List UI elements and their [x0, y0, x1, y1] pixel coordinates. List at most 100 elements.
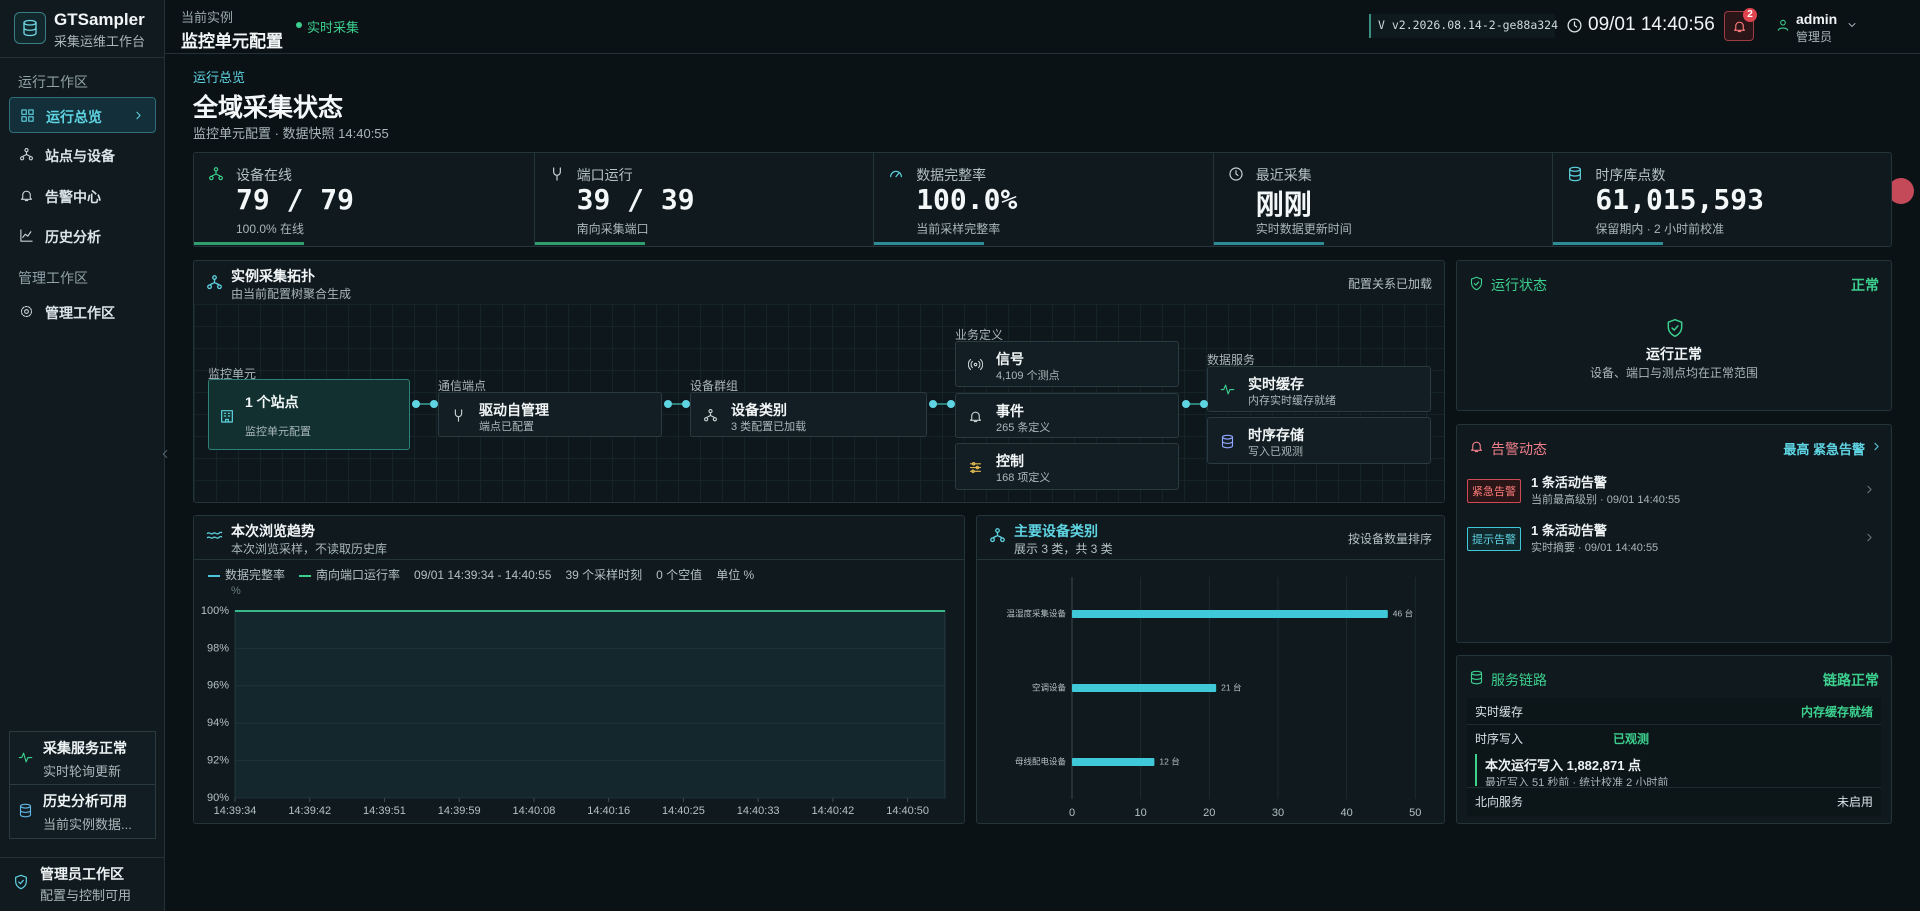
- node-sub: 端点已配置: [479, 421, 534, 433]
- panel-divider: [194, 559, 964, 560]
- legend-swatch: [299, 574, 312, 577]
- series-area: [235, 611, 945, 798]
- icon: [454, 408, 463, 422]
- status-title: 历史分析可用: [43, 793, 127, 809]
- topology-panel: 实例采集拓扑 由当前配置树聚合生成 配置关系已加载 监控单元 1 个站点 监控单元配置 通信…: [193, 260, 1445, 503]
- clock-time: 09/01 14:40:56: [1588, 14, 1715, 35]
- connector-line: [933, 403, 951, 405]
- service-name: 北向服务: [1475, 795, 1524, 809]
- x-tick-label: 14:40:16: [587, 805, 630, 817]
- service-name: 时序写入: [1475, 732, 1524, 746]
- x-tick-label: 14:39:42: [288, 805, 331, 817]
- x-tick-label: 14:40:08: [513, 805, 556, 817]
- nav-item[interactable]: 告警中心: [9, 178, 156, 214]
- brand-sub: 采集运维工作台: [54, 34, 146, 49]
- node-title: 实时缓存: [1248, 376, 1304, 392]
- bar: [1072, 610, 1388, 618]
- node-sub: 监控单元配置: [245, 426, 311, 438]
- x-tick-label: 14:39:51: [363, 805, 406, 817]
- node-sub: 内存实时缓存就绪: [1248, 395, 1336, 407]
- kpi-card: 数据完整率 100.0% 当前采样完整率: [873, 153, 1213, 246]
- nav-section-title: 管理工作区: [18, 270, 88, 286]
- trend-panel: 本次浏览趋势 本次浏览采样，不读取历史库 数据完整率 南向端口运行率 09/01 14:…: [193, 515, 965, 824]
- alert-tag: 提示告警: [1467, 527, 1521, 551]
- icon: [23, 19, 37, 37]
- node-title: 控制: [996, 453, 1024, 469]
- x-tick-label: 14:39:59: [438, 805, 481, 817]
- alert-sub: 当前最高级别 · 09/01 14:40:55: [1531, 494, 1681, 506]
- connector-dot: [1182, 400, 1190, 408]
- kpi-card: 设备在线 79 / 79 100.0% 在线: [194, 153, 534, 246]
- page-title: 全域采集状态: [193, 94, 344, 122]
- kpi-sub: 实时数据更新时间: [1255, 222, 1352, 236]
- icon: [1220, 384, 1235, 395]
- legend-swatch: [208, 574, 220, 577]
- footer-title: 管理员工作区: [40, 866, 124, 882]
- status-card: 历史分析可用 当前实例数据...: [9, 785, 156, 839]
- node-sub: 3 类配置已加载: [731, 421, 807, 433]
- service-value: 未启用: [1836, 795, 1873, 809]
- kpi-value: 61,015,593: [1595, 183, 1764, 216]
- topology-column-label: 数据服务: [1207, 353, 1256, 367]
- live-status: 实时采集: [307, 20, 360, 35]
- x-tick-label: 14:40:33: [737, 805, 780, 817]
- topology-column-label: 通信端点: [438, 379, 487, 393]
- user-menu[interactable]: admin 管理员: [1772, 10, 1864, 44]
- bar: [1072, 684, 1217, 692]
- kpi-accent: [1553, 242, 1664, 245]
- write-sub: 最近写入 51 秒前 · 统计校准 2 小时前: [1485, 777, 1669, 786]
- header-divider: [165, 53, 1920, 54]
- alert-item[interactable]: 提示告警 1 条活动告警 实时摘要 · 09/01 14:40:55: [1463, 517, 1885, 561]
- status-title: 采集服务正常: [43, 740, 127, 756]
- alert-title: 1 条活动告警: [1531, 523, 1607, 538]
- topology-node: 设备类别 3 类配置已加载: [690, 392, 927, 437]
- user-name: admin: [1796, 11, 1838, 27]
- alert-item[interactable]: 紧急告警 1 条活动告警 当前最高级别 · 09/01 14:40:55: [1463, 469, 1885, 513]
- node-title: 设备类别: [731, 402, 787, 418]
- panel-title: 服务链路: [1491, 672, 1547, 688]
- sidebar: GTSampler 采集运维工作台 运行工作区 运行总览 站点与设备 告警中心 历史分析 管理…: [0, 0, 165, 911]
- icon: [1567, 18, 1582, 33]
- topology-node: 控制 168 项定义: [955, 443, 1179, 490]
- service-name: 实时缓存: [1475, 705, 1524, 719]
- node-sub: 写入已观测: [1248, 446, 1303, 458]
- x-tick-label: 14:40:42: [811, 805, 854, 817]
- bar: [1072, 758, 1155, 766]
- kpi-sub: 保留期内 · 2 小时前校准: [1595, 222, 1725, 236]
- icon: [207, 275, 222, 290]
- connector-dot: [664, 400, 672, 408]
- kpi-accent: [874, 242, 985, 245]
- kpi-value: 79 / 79: [236, 183, 355, 216]
- icon: [19, 803, 32, 818]
- nav-item[interactable]: 历史分析: [9, 218, 156, 254]
- node-sub: 168 项定义: [996, 472, 1051, 484]
- chart-meta: 39 个采样时刻: [565, 568, 643, 582]
- topology-node: 信号 4,109 个测点: [955, 341, 1179, 387]
- icon: [206, 531, 223, 539]
- icon: [20, 148, 33, 161]
- y-tick-label: 90%: [207, 792, 229, 804]
- chart-meta: 0 个空值: [656, 568, 703, 582]
- y-tick-label: 母线配电设备: [1015, 756, 1067, 766]
- panel-sub: 本次浏览采样，不读取历史库: [231, 542, 388, 556]
- footer-divider: [0, 857, 165, 858]
- translate-button[interactable]: [1888, 178, 1914, 204]
- status-detail: 设备、端口与测点均在正常范围: [1589, 366, 1758, 380]
- chart: % 90% 92% 94% 96% 98% 100% 14:39:34 14:39:42 14:3…: [201, 585, 946, 817]
- nav-label: 告警中心: [45, 189, 101, 205]
- connector-dot: [1200, 400, 1208, 408]
- service-value: 已观测: [1613, 732, 1650, 746]
- kpi-strip: 设备在线 79 / 79 100.0% 在线 端口运行 39 / 39 南向采集端口 数据完…: [193, 152, 1892, 247]
- nav-item[interactable]: 站点与设备: [9, 137, 156, 173]
- topology-node: 事件 265 条定义: [955, 393, 1179, 438]
- icon: [1470, 670, 1483, 685]
- nav-item[interactable]: 运行总览: [9, 97, 156, 133]
- icon: [552, 167, 561, 181]
- category-panel: 主要设备类别 展示 3 类，共 3 类 按设备数量排序 0 10 20 30 40 50 温湿度采…: [976, 515, 1445, 824]
- x-tick-label: 50: [1409, 807, 1421, 819]
- nav-item[interactable]: 管理工作区: [9, 294, 156, 330]
- y-unit: %: [231, 585, 241, 597]
- node-title: 1 个站点: [245, 394, 299, 410]
